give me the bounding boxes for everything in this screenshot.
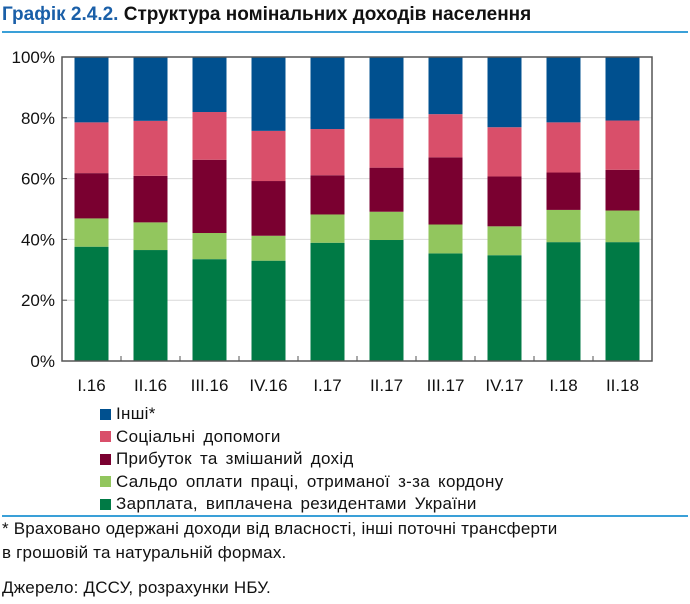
x-tick-label: IV.17	[485, 376, 523, 395]
bar-segment	[133, 175, 168, 223]
chart-number: Графік 2.4.2.	[2, 4, 119, 25]
legend-swatch	[100, 453, 111, 465]
bar-segment	[74, 57, 109, 123]
bar-segment	[487, 176, 522, 227]
bar-segment	[74, 246, 109, 361]
legend-item: Прибуток та змішаний дохід	[100, 448, 504, 471]
bar-segment	[133, 120, 168, 176]
bar-segment	[133, 57, 168, 121]
bar-segment	[251, 57, 286, 131]
bar-segment	[369, 57, 404, 119]
legend-item: Інші*	[100, 403, 504, 426]
bar-segment	[546, 209, 581, 243]
x-tick-label: III.16	[191, 376, 229, 395]
bar-segment	[428, 114, 463, 158]
x-tick-label: I.16	[77, 376, 105, 395]
bar-segment	[133, 250, 168, 361]
bar-segment	[487, 57, 522, 128]
bar-segment	[369, 240, 404, 361]
bar-segment	[605, 169, 640, 211]
bar-segment	[251, 235, 286, 261]
bar-segment	[192, 259, 227, 361]
legend-item: Зарплата, виплачена резидентами України	[100, 493, 504, 516]
legend-label: Соціальні допомоги	[116, 426, 281, 446]
bar-segment	[487, 226, 522, 256]
legend: Інші* Соціальні допомоги Прибуток та зміша…	[100, 403, 504, 516]
bar-segment	[369, 211, 404, 241]
bar-segment	[133, 222, 168, 251]
y-tick-label: 20%	[21, 291, 55, 310]
legend-swatch	[100, 408, 111, 420]
bar-segment	[487, 255, 522, 361]
legend-item: Соціальні допомоги	[100, 426, 504, 449]
bar-segment	[74, 173, 109, 219]
bar-segment	[428, 224, 463, 254]
bar-segment	[546, 122, 581, 173]
bar-segment	[310, 129, 345, 176]
bar-segment	[192, 233, 227, 260]
bar-segment	[546, 57, 581, 123]
x-tick-label: III.17	[427, 376, 465, 395]
bar-segment	[605, 57, 640, 121]
bar-segment	[605, 120, 640, 170]
legend-item: Сальдо оплати праці, отриманої з-за корд…	[100, 471, 504, 494]
footnote-continued: в грошовій та натуральній формах.	[2, 543, 287, 562]
bar-segment	[192, 159, 227, 234]
bar-segment	[369, 167, 404, 212]
chart-title-text: Структура номінальних доходів населення	[123, 4, 532, 25]
x-tick-label: I.18	[549, 376, 577, 395]
bar-segment	[428, 157, 463, 225]
legend-label: Зарплата, виплачена резидентами України	[116, 494, 477, 513]
x-tick-label: IV.16	[249, 376, 287, 395]
legend-label: Сальдо оплати праці, отриманої з-за корд…	[116, 471, 504, 491]
bar-segment	[605, 210, 640, 243]
bar-segment	[192, 57, 227, 113]
y-tick-label: 80%	[21, 109, 55, 128]
chart-title: Графік 2.4.2. Структура номінальних дохо…	[2, 4, 531, 26]
y-tick-label: 40%	[21, 230, 55, 249]
plot-frame	[61, 56, 653, 362]
legend-label: Інші*	[116, 404, 156, 423]
bar-segment	[310, 57, 345, 130]
legend-swatch	[100, 431, 111, 443]
bar-segment	[74, 218, 109, 247]
bar-segment	[428, 253, 463, 361]
bar-segment	[546, 242, 581, 361]
bar-segment	[546, 172, 581, 210]
bar-segment	[428, 57, 463, 115]
x-tick-label: I.17	[313, 376, 341, 395]
bar-segment	[192, 112, 227, 160]
bar-segment	[369, 118, 404, 168]
bar-segment	[310, 175, 345, 215]
bar-segment	[310, 214, 345, 243]
bar-segment	[310, 242, 345, 361]
legend-label: Прибуток та змішаний дохід	[116, 449, 354, 468]
bar-segment	[251, 130, 286, 182]
legend-divider	[2, 515, 688, 517]
x-tick-label: II.16	[134, 376, 167, 395]
bar-segment	[74, 122, 109, 174]
legend-swatch	[100, 476, 111, 488]
title-divider	[2, 31, 688, 33]
legend-swatch	[100, 498, 111, 510]
y-tick-label: 100%	[12, 48, 55, 67]
x-tick-label: II.17	[370, 376, 403, 395]
y-tick-label: 60%	[21, 170, 55, 189]
bar-segment	[251, 181, 286, 236]
footnote: * Враховано одержані доходи від власност…	[2, 519, 558, 538]
x-tick-label: II.18	[606, 376, 639, 395]
bar-segment	[605, 242, 640, 361]
source-note: Джерело: ДССУ, розрахунки НБУ.	[2, 578, 271, 597]
bar-segment	[487, 127, 522, 177]
y-tick-label: 0%	[30, 352, 55, 371]
bar-segment	[251, 260, 286, 361]
stacked-bar-chart: 0% 20% 40% 60% 80% 100% I.16 II.16 III.16 IV.16 I.…	[12, 48, 653, 395]
